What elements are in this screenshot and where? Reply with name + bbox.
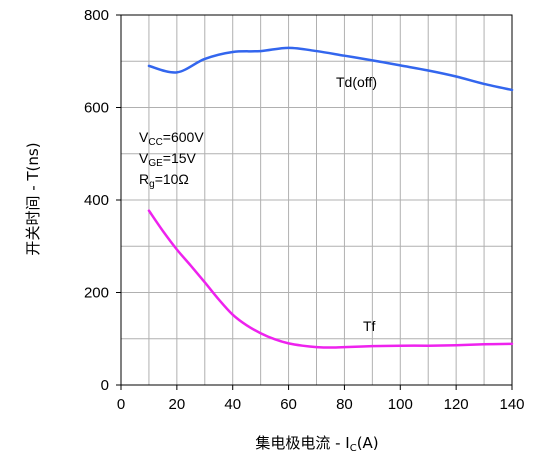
condition-rg: Rg=10Ω: [139, 171, 189, 190]
condition-vge: VGE=15V: [139, 150, 197, 169]
y-tick-label: 400: [84, 192, 109, 209]
x-tick-label: 140: [499, 396, 524, 413]
series-layer: [147, 46, 514, 349]
x-tick-label: 100: [388, 396, 413, 413]
series-line-0: [147, 46, 514, 92]
conditions-annotation: VCC=600V VGE=15V Rg=10Ω: [139, 129, 204, 190]
x-tick-label: 120: [444, 396, 469, 413]
y-tick-label: 0: [101, 377, 109, 394]
y-tick-label: 800: [84, 7, 109, 24]
series-label-1: Tf: [363, 318, 376, 334]
y-tick-label: 200: [84, 285, 109, 302]
x-tick-label: 0: [117, 396, 125, 413]
x-tick-label: 20: [169, 396, 186, 413]
axis-ticks: 0 20 40 60 80 100 120 140 0 200 400 600 800: [84, 7, 525, 413]
x-tick-label: 60: [280, 396, 297, 413]
condition-vcc: VCC=600V: [139, 129, 204, 148]
x-axis-label: 集电极电流 - IC(A): [255, 434, 378, 454]
series-labels: Td(off) Tf: [336, 74, 377, 334]
y-axis-label: 开关时间 - T(ns): [24, 142, 42, 255]
series-label-0: Td(off): [336, 74, 377, 90]
x-tick-label: 40: [224, 396, 241, 413]
series-line-1: [147, 209, 514, 349]
x-tick-label: 80: [336, 396, 353, 413]
y-tick-label: 600: [84, 100, 109, 117]
